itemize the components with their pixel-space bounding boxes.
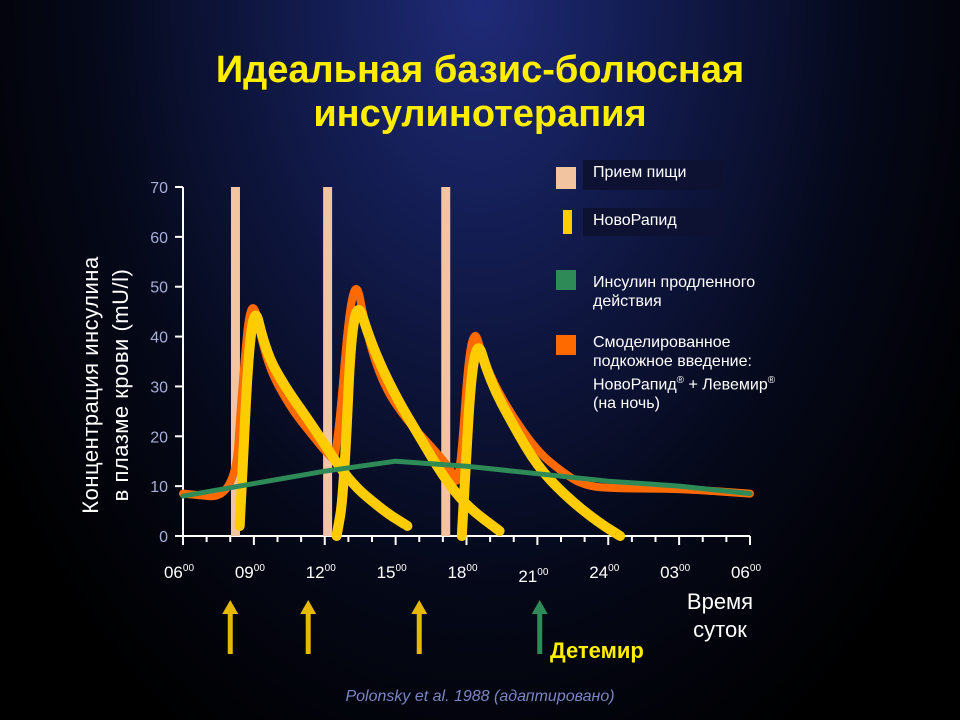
legend-meal-swatch bbox=[556, 167, 576, 189]
arrow-head bbox=[300, 600, 317, 614]
arrow-head bbox=[411, 600, 428, 614]
novorapid-curve bbox=[234, 310, 413, 531]
y-tick-label: 70 bbox=[150, 180, 168, 197]
x-axis-title-line-2: суток bbox=[693, 617, 747, 642]
legend-modeled-line-1: Смоделированное bbox=[593, 334, 731, 351]
legend-modeled-swatch bbox=[556, 335, 576, 355]
y-tick-label: 40 bbox=[150, 330, 168, 347]
legend-modeled-novorapid: НовоРапид bbox=[593, 376, 677, 394]
legend-modeled-line-3: НовоРапид® + Левемир® bbox=[593, 371, 775, 394]
y-tick-label: 60 bbox=[150, 230, 168, 247]
y-tick-label: 30 bbox=[150, 379, 168, 396]
legend-modeled-label: Смоделированное подкожное введение: Ново… bbox=[593, 333, 775, 413]
x-tick-label: 2400 bbox=[589, 563, 619, 582]
x-axis-title-line-1: Время bbox=[686, 589, 754, 614]
legend-modeled-levemir: + Левемир bbox=[684, 376, 768, 394]
legend-modeled-line-2: подкожное введение: bbox=[593, 353, 752, 370]
meal-bar bbox=[323, 187, 333, 536]
bolus-injection-arrow bbox=[300, 600, 317, 654]
meal-bar bbox=[230, 187, 240, 536]
title-line-1: Идеальная базис-болюсная bbox=[215, 49, 745, 91]
x-tick-label: 1200 bbox=[306, 563, 336, 582]
registered-mark-1: ® bbox=[676, 375, 685, 386]
arrow-head bbox=[531, 600, 548, 614]
x-tick-label: 0600 bbox=[731, 563, 761, 582]
page-title: Идеальная базис-болюсная инсулинотерапия bbox=[0, 48, 960, 136]
legend-novorapid-swatch bbox=[563, 210, 572, 234]
x-tick-label: 1500 bbox=[377, 563, 407, 582]
y-tick-label: 10 bbox=[150, 479, 168, 496]
y-tick-label: 0 bbox=[159, 529, 168, 546]
legend-basal-label: Инсулин продленного действия bbox=[593, 273, 755, 311]
bolus-injection-arrow bbox=[411, 600, 428, 654]
y-tick-label: 50 bbox=[150, 280, 168, 297]
meal-bar bbox=[441, 187, 451, 536]
legend-basal-line-1: Инсулин продленного bbox=[593, 274, 756, 291]
legend-basal-line-2: действия bbox=[593, 293, 662, 310]
arrow-head bbox=[222, 600, 239, 614]
x-tick-label: 1800 bbox=[447, 563, 477, 582]
legend-basal-swatch bbox=[556, 270, 576, 290]
registered-mark-2: ® bbox=[767, 375, 776, 386]
x-axis-title: Время суток bbox=[660, 588, 780, 644]
novorapid-curve bbox=[456, 343, 626, 541]
basal-insulin-line bbox=[180, 458, 753, 499]
title-line-2: инсулинотерапия bbox=[313, 93, 647, 135]
bolus-injection-arrow bbox=[222, 600, 239, 654]
legend-modeled-line-4: (на ночь) bbox=[593, 395, 660, 413]
y-tick-label: 20 bbox=[150, 429, 168, 446]
x-tick-label: 0900 bbox=[235, 563, 265, 582]
x-tick-label: 2100 bbox=[518, 567, 548, 586]
x-tick-label: 0300 bbox=[660, 563, 690, 582]
legend-novorapid-label: НовоРапид bbox=[583, 208, 723, 236]
citation: Polonsky et al. 1988 (адаптировано) bbox=[345, 688, 615, 705]
x-tick-label: 0600 bbox=[164, 563, 194, 582]
detemir-injection-arrow bbox=[531, 600, 548, 654]
legend-meal-label: Прием пищи bbox=[583, 160, 723, 190]
detemir-label: Детемир bbox=[550, 638, 644, 663]
